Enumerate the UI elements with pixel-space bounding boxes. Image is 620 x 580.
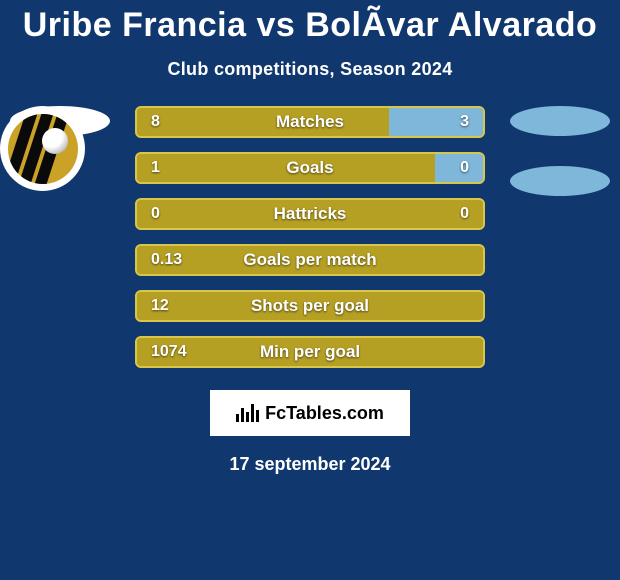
brand-bars-icon <box>236 404 259 422</box>
stat-row: 0.13Goals per match <box>135 244 485 276</box>
stat-row: 83Matches <box>135 106 485 138</box>
date-text: 17 september 2024 <box>0 454 620 475</box>
brand-text: FcTables.com <box>265 403 384 424</box>
stat-label: Hattricks <box>137 204 483 224</box>
stat-row: 00Hattricks <box>135 198 485 230</box>
stat-label: Goals <box>137 158 483 178</box>
stat-row: 1074Min per goal <box>135 336 485 368</box>
stat-label: Min per goal <box>137 342 483 362</box>
stat-label: Goals per match <box>137 250 483 270</box>
stat-row: 12Shots per goal <box>135 290 485 322</box>
badge-right-oval-1 <box>510 106 610 136</box>
badge-right-oval-2 <box>510 166 610 196</box>
page-subtitle: Club competitions, Season 2024 <box>0 59 620 80</box>
stat-label: Shots per goal <box>137 296 483 316</box>
comparison-area: ★★★★★ 83Matches 10Goals 00Hattricks 0.13Goa… <box>0 106 620 376</box>
team-crest: ★★★★★ <box>8 114 78 184</box>
page-title: Uribe Francia vs BolÃ­var Alvarado <box>0 0 620 45</box>
stat-row: 10Goals <box>135 152 485 184</box>
stat-bars: 83Matches 10Goals 00Hattricks 0.13Goals per… <box>135 106 485 382</box>
crest-ball-icon <box>42 128 68 154</box>
stat-label: Matches <box>137 112 483 132</box>
brand-badge: FcTables.com <box>210 390 410 436</box>
